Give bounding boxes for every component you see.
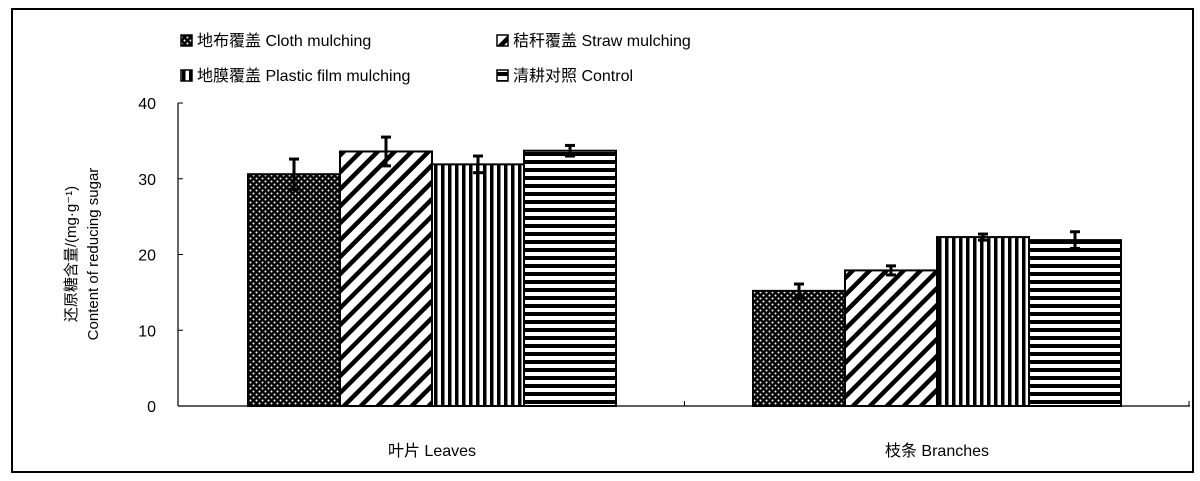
y-tick-label: 0: [147, 399, 156, 416]
legend-label: 秸秆覆盖 Straw mulching: [513, 32, 691, 50]
bar: [247, 173, 341, 407]
legend-swatch: [496, 69, 509, 82]
legend-swatch: [496, 34, 509, 47]
bar: [752, 289, 846, 407]
legend-swatch: [180, 69, 193, 82]
legend-label: 地布覆盖 Cloth mulching: [197, 32, 371, 50]
legend-label: 清耕对照 Control: [513, 67, 633, 85]
y-axis-title-cn: 还原糖含量/(mg·g⁻¹): [63, 186, 80, 322]
bar: [523, 149, 617, 407]
x-category-label: 叶片 Leaves: [388, 442, 476, 460]
x-category-label: 枝条 Branches: [885, 442, 989, 460]
y-tick-label: 10: [138, 323, 156, 340]
legend-swatch: [180, 34, 193, 47]
bar: [936, 236, 1030, 407]
y-tick-label: 20: [138, 248, 156, 265]
bar: [431, 163, 525, 407]
y-axis-title-en: Content of reducing sugar: [85, 168, 102, 341]
bar: [1028, 239, 1122, 407]
bar: [339, 150, 433, 407]
legend-label: 地膜覆盖 Plastic film mulching: [197, 67, 410, 85]
y-tick-label: 40: [138, 96, 156, 113]
y-tick-label: 30: [138, 172, 156, 189]
bar: [844, 269, 938, 407]
